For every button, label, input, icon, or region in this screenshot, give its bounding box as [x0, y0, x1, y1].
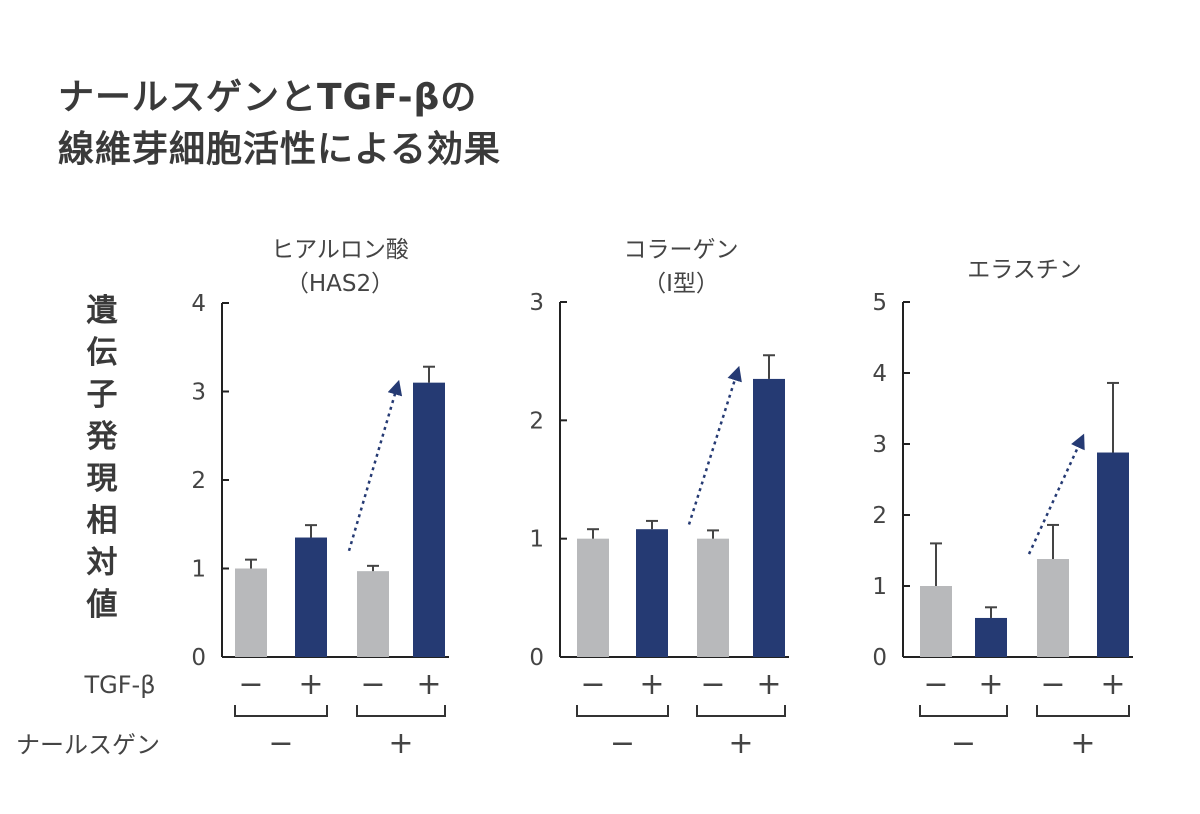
tgf-row-label: TGF-β — [83, 671, 155, 699]
bar — [1097, 452, 1129, 657]
group-bracket — [576, 705, 669, 717]
panel-title: エラスチン — [967, 257, 1082, 283]
y-tick-label: 4 — [872, 361, 887, 387]
tgf-minus-sign: − — [360, 667, 385, 702]
nahls-minus-sign: − — [268, 726, 293, 761]
bar — [235, 568, 267, 657]
tgf-plus-sign: + — [639, 667, 664, 702]
tgf-plus-sign: + — [978, 667, 1003, 702]
y-axis-label: 遺伝子発現相対値 — [86, 293, 118, 623]
tgf-minus-sign: − — [1040, 667, 1065, 702]
tgf-plus-sign: + — [416, 667, 441, 702]
panel-title: ヒアルロン酸 — [271, 237, 409, 263]
bar — [697, 538, 729, 657]
y-tick-label: 1 — [872, 574, 887, 600]
trend-arrow — [687, 365, 742, 525]
group-bracket — [234, 705, 328, 717]
nahls-row-label: ナールスゲン — [16, 731, 160, 759]
nahls-plus-sign: + — [728, 726, 753, 761]
bar — [753, 378, 785, 657]
nahls-plus-sign: + — [1070, 726, 1095, 761]
trend-arrow — [1027, 433, 1085, 555]
group-bracket — [696, 705, 786, 717]
bar — [295, 537, 327, 657]
tgf-minus-sign: − — [238, 667, 263, 702]
group-bracket — [356, 705, 446, 717]
tgf-plus-sign: + — [298, 667, 323, 702]
title-line-2: 線維芽細胞活性による効果 — [58, 129, 501, 170]
y-tick-label: 3 — [872, 432, 887, 458]
y-tick-label: 0 — [872, 645, 887, 671]
chart-title: ナールスゲンとTGF-βの 線維芽細胞活性による効果 — [58, 72, 501, 176]
bar — [413, 382, 445, 657]
y-tick-label: 2 — [872, 503, 887, 529]
y-tick-label: 2 — [529, 408, 544, 434]
nahls-minus-sign: − — [951, 726, 976, 761]
trend-arrow — [347, 379, 403, 552]
bar — [920, 586, 952, 657]
tgf-plus-sign: + — [1100, 667, 1125, 702]
bar — [577, 538, 609, 657]
bar — [975, 617, 1007, 657]
tgf-plus-sign: + — [756, 667, 781, 702]
y-tick-label: 3 — [191, 380, 206, 406]
nahls-plus-sign: + — [388, 726, 413, 761]
bar — [357, 571, 389, 657]
y-tick-label: 3 — [529, 290, 544, 316]
panel-subtitle: （HAS2） — [286, 271, 394, 297]
tgf-minus-sign: − — [580, 667, 605, 702]
bar — [1037, 559, 1069, 657]
y-tick-label: 1 — [529, 527, 544, 553]
panel-title: コラーゲン — [624, 237, 739, 263]
nahls-minus-sign: − — [610, 726, 635, 761]
title-line-1: ナールスゲンとTGF-βの — [58, 77, 478, 118]
group-bracket — [1036, 705, 1130, 717]
tgf-minus-sign: − — [923, 667, 948, 702]
tgf-minus-sign: − — [700, 667, 725, 702]
y-tick-label: 0 — [191, 645, 206, 671]
y-tick-label: 4 — [191, 291, 206, 317]
y-tick-label: 0 — [529, 645, 544, 671]
y-tick-label: 1 — [191, 557, 206, 583]
panel-subtitle: （I型） — [643, 271, 719, 297]
y-tick-label: 5 — [872, 290, 887, 316]
bar — [636, 529, 668, 657]
group-bracket — [919, 705, 1008, 717]
y-tick-label: 2 — [191, 468, 206, 494]
